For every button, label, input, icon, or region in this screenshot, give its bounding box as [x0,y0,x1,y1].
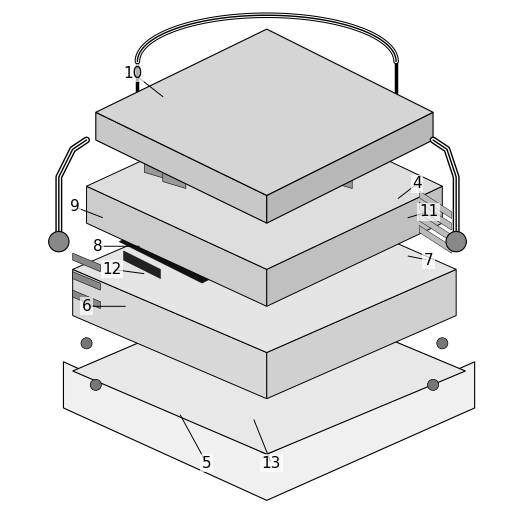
Polygon shape [292,168,315,189]
Text: 9: 9 [70,199,80,215]
Circle shape [446,231,467,252]
Polygon shape [119,237,211,283]
Polygon shape [165,223,258,269]
Polygon shape [73,253,100,272]
Polygon shape [73,288,466,454]
Polygon shape [267,186,442,306]
Circle shape [427,379,439,390]
Text: 4: 4 [412,176,422,192]
Polygon shape [63,362,475,500]
Circle shape [218,161,242,184]
Polygon shape [419,202,452,230]
Polygon shape [163,168,186,189]
Polygon shape [87,186,267,306]
Circle shape [437,338,448,349]
Circle shape [273,161,297,184]
Text: 7: 7 [424,252,433,268]
Polygon shape [96,112,267,223]
Polygon shape [311,158,334,179]
Circle shape [90,379,101,390]
Polygon shape [73,272,100,290]
Text: 5: 5 [202,456,212,471]
Polygon shape [73,290,100,309]
Polygon shape [124,251,161,278]
Polygon shape [87,103,442,269]
Text: 10: 10 [123,65,142,81]
Polygon shape [96,29,433,195]
Circle shape [48,231,69,252]
Circle shape [191,147,214,170]
Polygon shape [419,214,452,242]
Polygon shape [419,191,452,219]
Circle shape [81,338,92,349]
Polygon shape [419,225,452,253]
Polygon shape [244,242,281,269]
Polygon shape [267,269,456,399]
Polygon shape [267,112,433,223]
Text: 13: 13 [262,456,281,471]
Polygon shape [73,269,267,399]
Ellipse shape [218,188,242,194]
Ellipse shape [273,188,297,194]
Text: 8: 8 [93,239,103,254]
Text: 11: 11 [419,204,438,219]
Ellipse shape [191,174,214,180]
Polygon shape [142,230,234,276]
Polygon shape [183,246,220,274]
Polygon shape [329,168,352,189]
Polygon shape [144,158,167,179]
Text: 12: 12 [102,262,122,277]
Text: 6: 6 [82,299,92,314]
Polygon shape [73,186,456,353]
Polygon shape [304,237,340,265]
Circle shape [246,147,269,170]
Ellipse shape [246,174,269,180]
